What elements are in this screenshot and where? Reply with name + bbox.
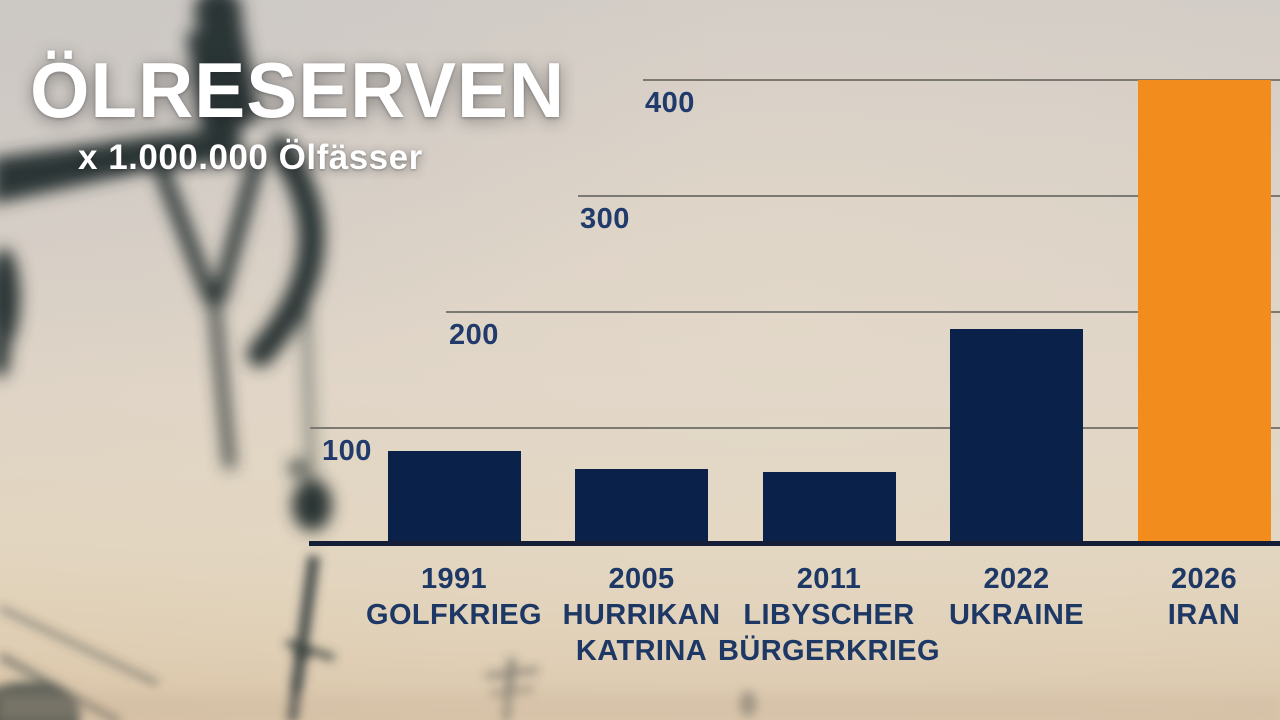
tick-label-200: 200 <box>449 318 499 351</box>
bar-label-2022: 2022 UKRAINE <box>887 561 1147 633</box>
tick-label-100: 100 <box>322 434 372 467</box>
bar-label-2026: 2026 IRAN <box>1074 561 1280 633</box>
page-title: ÖLRESERVEN <box>30 46 566 134</box>
pumpjack-silhouette <box>0 0 332 531</box>
bar-event-line-2026-0: IRAN <box>1167 599 1241 631</box>
bar-2011 <box>762 471 896 544</box>
unit-label: x 1.000.000 Ölfässer <box>78 137 423 177</box>
bar-label-2011: 2011 LIBYSCHER BÜRGERKRIEG <box>699 561 959 669</box>
gridline-400 <box>643 78 1280 81</box>
bar-2005 <box>575 469 708 544</box>
bar-label-1991: 1991 GOLFKRIEG <box>324 561 584 633</box>
gridline-200 <box>446 310 1280 313</box>
bar-label-2005: 2005 HURRIKAN KATRINA <box>512 561 772 669</box>
gridline-300 <box>578 194 1280 197</box>
bar-2022 <box>950 328 1083 544</box>
bar-year-2011: 2011 <box>796 563 862 595</box>
tick-label-400: 400 <box>645 86 695 119</box>
bar-year-2005: 2005 <box>608 563 675 595</box>
foreground-poles-cables <box>0 555 1280 720</box>
bar-event-line-2005-0: HURRIKAN <box>562 599 721 631</box>
bar-year-1991: 1991 <box>420 563 488 595</box>
bar-1991 <box>387 450 521 544</box>
bar-event-line-2011-1: BÜRGERKRIEG <box>718 635 940 667</box>
x-axis-baseline <box>309 541 1280 546</box>
gridline-100 <box>310 426 1280 429</box>
bar-year-2022: 2022 <box>983 563 1050 595</box>
bar-event-line-2011-0: LIBYSCHER <box>743 599 915 631</box>
bar-year-2026: 2026 <box>1170 563 1238 595</box>
bar-event-line-2022-0: UKRAINE <box>949 599 1084 631</box>
bar-event-line-1991-0: GOLFKRIEG <box>366 599 542 631</box>
bar-event-line-2005-1: KATRINA <box>575 635 708 667</box>
tick-label-300: 300 <box>580 202 630 235</box>
bar-2026 <box>1137 79 1271 544</box>
title-block: ÖLRESERVEN x 1.000.000 Ölfässer <box>30 46 576 178</box>
